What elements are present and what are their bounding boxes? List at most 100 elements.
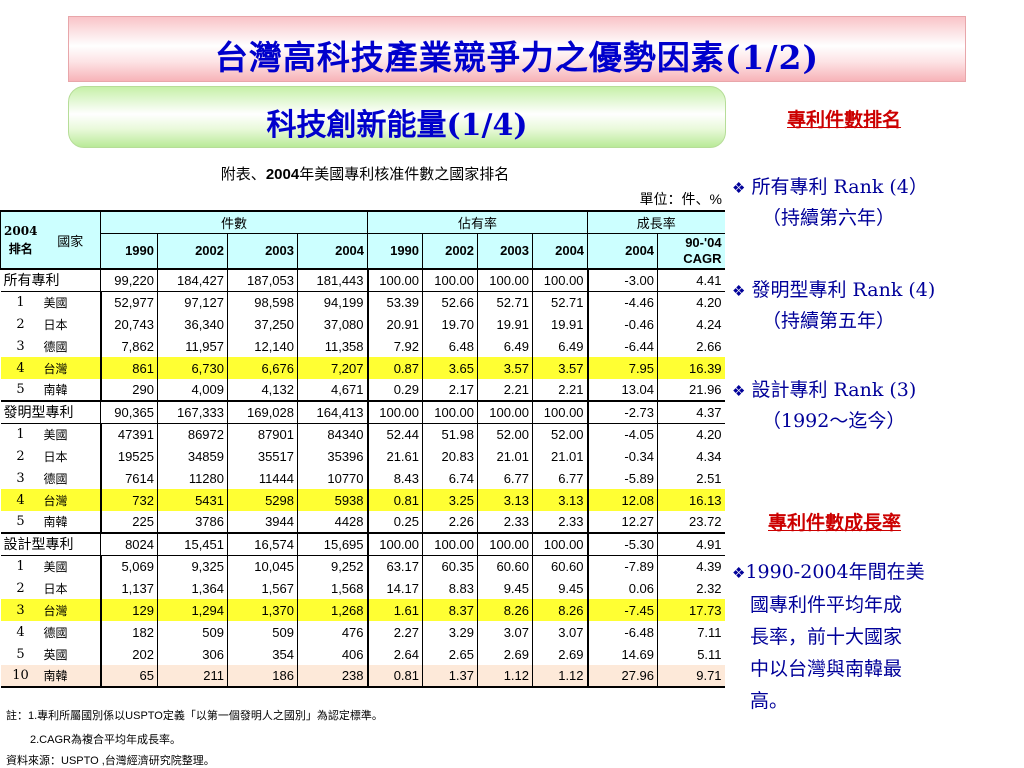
bullet-line: （持續第六年） bbox=[762, 207, 896, 229]
table-cell: 15,695 bbox=[296, 532, 368, 556]
table-cell: 11444 bbox=[227, 467, 298, 489]
table-cell: 7,862 bbox=[99, 335, 158, 357]
table-cell: 97,127 bbox=[157, 291, 228, 313]
table-cell: 100.00 bbox=[422, 532, 478, 556]
table-cell: 100.00 bbox=[422, 400, 478, 424]
cagr-header: 90-'04 CAGR bbox=[657, 233, 725, 269]
table-cell: 94,199 bbox=[296, 291, 368, 313]
bullet-line: 長率，前十大國家 bbox=[750, 626, 903, 648]
table-cell: 13.04 bbox=[586, 379, 658, 401]
table-cell: 84340 bbox=[296, 423, 368, 445]
bullet-utility-patents: ❖ 發明型專利 Rank (4) （持續第五年） bbox=[732, 275, 1022, 336]
table-cell: 3.57 bbox=[477, 357, 533, 379]
table-cell: 52.71 bbox=[477, 291, 533, 313]
table-cell: 5298 bbox=[227, 489, 298, 511]
table-cell: 12,140 bbox=[227, 335, 298, 357]
table-cell: 9.45 bbox=[477, 577, 533, 599]
rank-cell: 1 bbox=[16, 294, 25, 310]
table-cell: 4.34 bbox=[657, 445, 725, 467]
table-cell: 100.00 bbox=[477, 532, 533, 556]
ranking-heading: 專利件數排名 bbox=[787, 109, 902, 131]
cagr-header-range: 90-'04 bbox=[685, 234, 722, 250]
table-cell: -4.05 bbox=[586, 423, 658, 445]
rank-cell: 1 bbox=[16, 426, 25, 442]
table-cell: 6.74 bbox=[422, 467, 478, 489]
category-label: 設計型專利 bbox=[0, 532, 101, 556]
table-cell: 87901 bbox=[227, 423, 298, 445]
table-cell: 8.37 bbox=[422, 599, 478, 621]
table-cell: 15,451 bbox=[157, 532, 228, 556]
table-cell: 169,028 bbox=[227, 400, 298, 424]
table-cell: 3.07 bbox=[477, 621, 533, 643]
table-cell: 3.13 bbox=[532, 489, 588, 511]
bullet-line: 國專利件平均年成 bbox=[750, 594, 903, 616]
table-cell: 52.00 bbox=[532, 423, 588, 445]
table-cell: -3.00 bbox=[586, 268, 658, 292]
table-cell: 861 bbox=[99, 357, 158, 379]
table-cell: 4.24 bbox=[657, 313, 725, 335]
table-cell: 0.06 bbox=[586, 577, 658, 599]
table-cell: 1.37 bbox=[422, 665, 478, 688]
table-cell: 3.65 bbox=[422, 357, 478, 379]
table-cell: 5431 bbox=[157, 489, 228, 511]
table-cell: 3.07 bbox=[532, 621, 588, 643]
bullet-line: 高。 bbox=[750, 690, 789, 712]
year-header: 2002 bbox=[157, 233, 228, 269]
rank-header: 2004 排名 bbox=[0, 211, 41, 270]
table-cell: 2.26 bbox=[422, 511, 478, 533]
bullet-growth-rate: ❖1990-2004年間在美 國專利件平均年成 長率，前十大國家 中以台灣與南韓… bbox=[732, 556, 1022, 717]
table-cell: 17.73 bbox=[657, 599, 725, 621]
table-cell: 52.00 bbox=[477, 423, 533, 445]
year-header: 1990 bbox=[100, 233, 158, 269]
table-cell: 65 bbox=[99, 665, 158, 688]
growth-group-header: 成長率 bbox=[587, 211, 725, 234]
table-cell: 16.39 bbox=[657, 357, 725, 379]
subtitle-banner: 科技創新能量(1/4) bbox=[68, 86, 726, 148]
year-header: 2004 bbox=[296, 233, 368, 269]
table-row: 2 日本 20,743 36,340 37,250 37,080 20.91 19.70 19.… bbox=[1, 313, 725, 335]
table-cell: 129 bbox=[99, 599, 158, 621]
bullet-line: （1992～迄今） bbox=[762, 410, 906, 432]
table-cell: 167,333 bbox=[157, 400, 228, 424]
table-cell: 1.61 bbox=[366, 599, 423, 621]
table-row: 4 台灣 732 5431 5298 5938 0.81 3.25 3.13 3.13 12.08 1… bbox=[0, 489, 725, 511]
table-cell: 6,676 bbox=[227, 357, 298, 379]
table-cell: 6.49 bbox=[477, 335, 533, 357]
table-cell: 290 bbox=[99, 379, 158, 401]
bullet-all-patents: ❖ 所有專利 Rank (4） （持續第六年） bbox=[732, 172, 1022, 233]
table-row: 3 德國 7,862 11,957 12,140 11,358 7.92 6.48 6.49 6.… bbox=[1, 335, 725, 357]
table-cell: 19.70 bbox=[422, 313, 478, 335]
share-group-header: 佔有率 bbox=[367, 211, 588, 234]
table-cell: 6,730 bbox=[157, 357, 228, 379]
growth-heading: 專利件數成長率 bbox=[768, 512, 902, 534]
category-total-row: 發明型專利 90,365 167,333 169,028 164,413 100.00 10… bbox=[0, 400, 725, 424]
year-header: 2003 bbox=[227, 233, 298, 269]
table-cell: 51.98 bbox=[422, 423, 478, 445]
country-cell: 美國 bbox=[43, 559, 68, 574]
table-cell: 1.12 bbox=[532, 665, 588, 688]
table-cell: 186 bbox=[227, 665, 298, 688]
table-cell: 4428 bbox=[296, 511, 368, 533]
table-cell: 14.69 bbox=[586, 643, 658, 665]
table-cell: 19.91 bbox=[477, 313, 533, 335]
table-row: 4 台灣 861 6,730 6,676 7,207 0.87 3.65 3.57 3.57 7.9… bbox=[0, 357, 725, 379]
diamond-bullet-icon: ❖ bbox=[732, 179, 746, 197]
country-cell: 台灣 bbox=[40, 489, 101, 511]
table-cell: 35517 bbox=[227, 445, 298, 467]
table-cell: 10,045 bbox=[227, 555, 298, 577]
table-cell: 8.43 bbox=[366, 467, 423, 489]
rank-cell: 3 bbox=[16, 338, 25, 354]
table-cell: 1,568 bbox=[296, 577, 368, 599]
table-cell: 20.91 bbox=[366, 313, 423, 335]
table-cell: 7614 bbox=[99, 467, 158, 489]
table-cell: 16.13 bbox=[657, 489, 725, 511]
country-cell: 日本 bbox=[43, 449, 68, 464]
table-cell: 100.00 bbox=[366, 532, 423, 556]
table-cell: 0.29 bbox=[366, 379, 423, 401]
table-row: 2 日本 19525 34859 35517 35396 21.61 20.83 21.01 21… bbox=[1, 445, 725, 467]
table-cell: 100.00 bbox=[422, 268, 478, 292]
table-cell: 7.95 bbox=[586, 357, 658, 379]
table-caption: 附表、2004年美國專利核准件數之國家排名 bbox=[150, 163, 580, 184]
table-cell: 225 bbox=[99, 511, 158, 533]
table-cell: 6.48 bbox=[422, 335, 478, 357]
